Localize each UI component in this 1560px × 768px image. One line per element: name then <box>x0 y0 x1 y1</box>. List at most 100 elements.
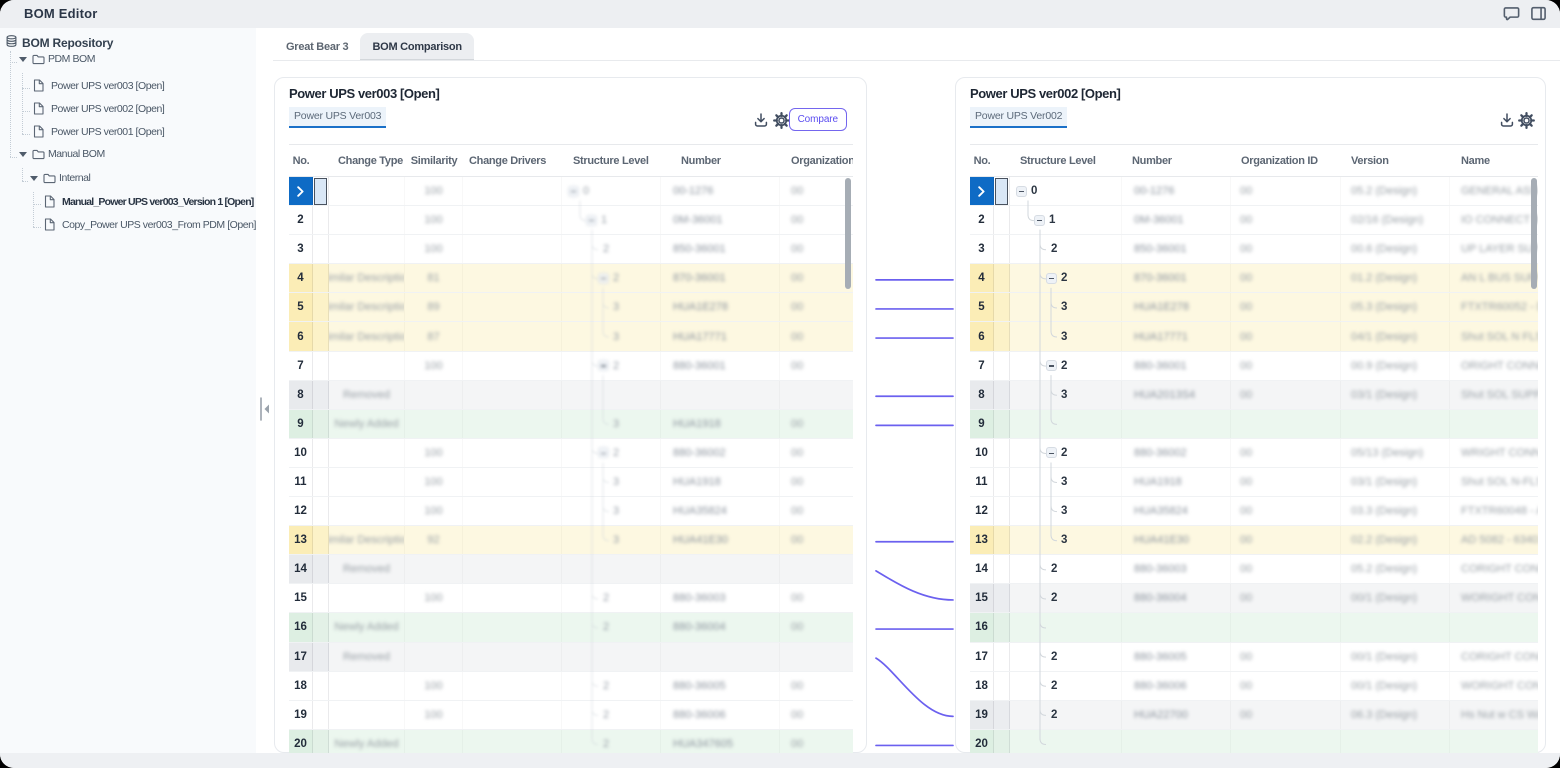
chat-icon[interactable] <box>1503 5 1520 22</box>
table-row[interactable]: 17 Removed <box>289 642 853 672</box>
table-row[interactable]: 7 2 880-36001 00 00.9 (Design) ORIGHT CONNECT <box>970 351 1538 381</box>
column-header[interactable]: Change Type <box>338 154 403 167</box>
table-row[interactable]: 16 <box>970 613 1538 643</box>
collapse-minus-icon[interactable] <box>1046 272 1057 284</box>
tree-item-folder[interactable]: PDM BOM <box>19 53 95 65</box>
table-row[interactable]: 7 100 2 880-36001 00 <box>289 351 853 381</box>
column-header[interactable]: Structure Level <box>573 154 649 167</box>
tree-item-file[interactable]: Power UPS ver001 [Open] <box>33 125 165 138</box>
tab-bom-comparison[interactable]: BOM Comparison <box>360 33 474 60</box>
caret-down-icon[interactable] <box>19 56 27 62</box>
table-row[interactable]: 12 100 3 HUA35824 00 <box>289 497 853 527</box>
table-row[interactable]: 15 2 880-36004 00 00/1 (Design) WORIGHT CONNE… <box>970 584 1538 614</box>
tree-item-folder[interactable]: Internal <box>30 172 91 184</box>
table-row[interactable]: 6 3 HUA17771 00 04/1 (Design) Shut SOL N FLSH… <box>970 322 1538 352</box>
tree-item-file[interactable]: Power UPS ver002 [Open] <box>33 102 165 115</box>
caret-down-icon[interactable] <box>30 175 38 181</box>
table-row[interactable]: 14 Removed <box>289 555 853 585</box>
right-panel-subtab[interactable]: Power UPS Ver002 <box>970 107 1068 128</box>
table-row[interactable]: 3 2 850-36001 00 00.6 (Design) UP LAYER SUPPO… <box>970 235 1538 265</box>
table-row[interactable]: 15 100 2 880-36003 00 <box>289 584 853 614</box>
tree-item-file[interactable]: Power UPS ver003 [Open] <box>33 79 165 92</box>
right-table-scrollbar[interactable] <box>1531 178 1537 289</box>
collapse-minus-icon[interactable] <box>1046 447 1057 459</box>
column-header[interactable]: Similarity <box>410 154 458 167</box>
panel-right-icon[interactable] <box>1530 5 1547 22</box>
expand-chevron-icon[interactable] <box>289 177 313 206</box>
collapse-minus-icon[interactable] <box>586 214 597 226</box>
column-header[interactable]: Structure Level <box>1020 154 1096 167</box>
table-row[interactable]: 20 <box>970 729 1538 754</box>
table-row[interactable]: 3 100 2 850-36001 00 <box>289 235 853 265</box>
table-row[interactable]: 16 Newly Added 2 880-36004 00 <box>289 613 853 643</box>
table-row[interactable]: 19 100 2 880-36006 00 <box>289 700 853 730</box>
table-row[interactable]: 18 100 2 880-36005 00 <box>289 671 853 701</box>
table-row[interactable]: 0 00-1276 00 05.2 (Design) GENERAL ASSEMBL <box>970 177 1538 207</box>
table-row[interactable]: 5 Similar Description 89 3 HUA1E278 00 <box>289 293 853 323</box>
table-row[interactable]: 4 Similar Description 81 2 870-36001 00 <box>289 264 853 294</box>
column-header[interactable]: No. <box>973 154 991 167</box>
table-row[interactable]: 5 3 HUA1E278 00 05.3 (Design) FTXTR60052 - DI… <box>970 293 1538 323</box>
table-row[interactable]: 17 2 880-36005 00 00/1 (Design) CORIGHT CONNE… <box>970 642 1538 672</box>
table-row[interactable]: 2 100 1 0M-36001 00 <box>289 206 853 236</box>
table-row[interactable]: 11 3 HUA1918 00 03/1 (Design) Shut SOL N-FLSH… <box>970 467 1538 498</box>
tree-item-file[interactable]: Copy_Power UPS ver003_From PDM [Open] <box>44 218 256 231</box>
column-header[interactable]: Number <box>681 154 721 167</box>
organization-id-value: 00 <box>791 737 804 750</box>
collapse-minus-icon[interactable] <box>1034 214 1045 226</box>
table-row[interactable]: 14 2 880-36003 00 05.2 (Design) CORIGHT CONNE… <box>970 555 1538 585</box>
selected-cell[interactable] <box>314 177 327 205</box>
table-row[interactable]: 18 2 880-36006 00 00/1 (Design) WORIGHT CONNE… <box>970 671 1538 701</box>
column-header[interactable]: Change Drivers <box>469 154 547 167</box>
gear-icon[interactable] <box>773 112 791 130</box>
collapse-minus-icon[interactable] <box>598 360 609 372</box>
table-row[interactable]: 13 Similar Description 92 3 HUA41E30 00 <box>289 526 853 556</box>
table-row[interactable]: 12 3 HUA35824 00 03.3 (Design) FTXTR60048 - A… <box>970 497 1538 527</box>
tab-great-bear-3[interactable]: Great Bear 3 <box>286 40 349 53</box>
expand-chevron-icon[interactable] <box>970 177 994 206</box>
table-row[interactable]: 9 <box>970 409 1538 439</box>
download-icon[interactable] <box>753 112 771 130</box>
table-row[interactable]: 100 0 00-1276 00 <box>289 177 853 207</box>
download-icon[interactable] <box>1499 112 1517 130</box>
structure-level-value: 2 <box>603 621 610 634</box>
table-row[interactable]: 10 100 2 880-36002 00 <box>289 438 853 468</box>
gear-icon[interactable] <box>1518 112 1536 130</box>
structure-level-value: 2 <box>1051 650 1058 663</box>
collapse-minus-icon[interactable] <box>598 447 609 459</box>
table-row[interactable]: 9 Newly Added 3 HUA1918 00 <box>289 409 853 439</box>
collapse-minus-icon[interactable] <box>568 185 579 197</box>
table-row[interactable]: 20 Newly Added 2 HUA347605 00 <box>289 729 853 754</box>
caret-down-icon[interactable] <box>19 151 27 157</box>
row-number: 2 <box>297 214 304 227</box>
column-header[interactable]: Number <box>1132 154 1172 167</box>
sidebar-collapse-handle[interactable] <box>259 397 271 421</box>
column-header[interactable]: Name <box>1461 154 1490 167</box>
table-row[interactable]: 11 100 3 HUA1918 00 <box>289 467 853 498</box>
collapse-minus-icon[interactable] <box>1046 360 1057 372</box>
tree-item-folder[interactable]: Manual BOM <box>19 148 105 160</box>
table-row[interactable]: 19 2 HUA22700 00 06.3 (Design) Hs Nut w CS Wa… <box>970 700 1538 730</box>
selected-cell[interactable] <box>995 177 1008 205</box>
table-row[interactable]: 8 3 HUA2013S4 00 03/1 (Design) Shut SOL SUPPO… <box>970 380 1538 410</box>
table-row[interactable]: 2 1 0M-36001 00 02/16 (Design) IO CONNECT BUS… <box>970 206 1538 236</box>
collapse-minus-icon[interactable] <box>1016 185 1027 197</box>
row-number: 4 <box>978 272 985 285</box>
table-row[interactable]: 13 3 HUA41E30 00 02.2 (Design) AD 5082 - 6340… <box>970 526 1538 556</box>
table-row[interactable]: 8 Removed <box>289 380 853 410</box>
column-header[interactable]: Version <box>1351 154 1389 167</box>
tree-item-file[interactable]: Manual_Power UPS ver003_Version 1 [Open] <box>44 195 254 208</box>
table-row[interactable]: 10 2 880-36002 00 05/13 (Design) WRIGHT CONNE… <box>970 438 1538 468</box>
row-number: 8 <box>297 388 304 401</box>
compare-button[interactable]: Compare <box>788 108 847 131</box>
column-header[interactable]: Organization ID <box>1241 154 1318 167</box>
left-panel-subtab[interactable]: Power UPS Ver003 <box>289 107 387 128</box>
table-row[interactable]: 6 Similar Description 87 3 HUA17771 00 <box>289 322 853 352</box>
table-row[interactable]: 4 2 870-36001 00 01.2 (Design) AN L BUS SUPPO… <box>970 264 1538 294</box>
column-header[interactable]: Organization ID <box>791 154 853 167</box>
collapse-minus-icon[interactable] <box>598 272 609 284</box>
left-table-scrollbar[interactable] <box>845 178 851 289</box>
column-header[interactable]: No. <box>292 154 310 167</box>
organization-id-value: 00 <box>791 505 804 518</box>
sidebar-root[interactable]: BOM Repository <box>6 34 113 52</box>
